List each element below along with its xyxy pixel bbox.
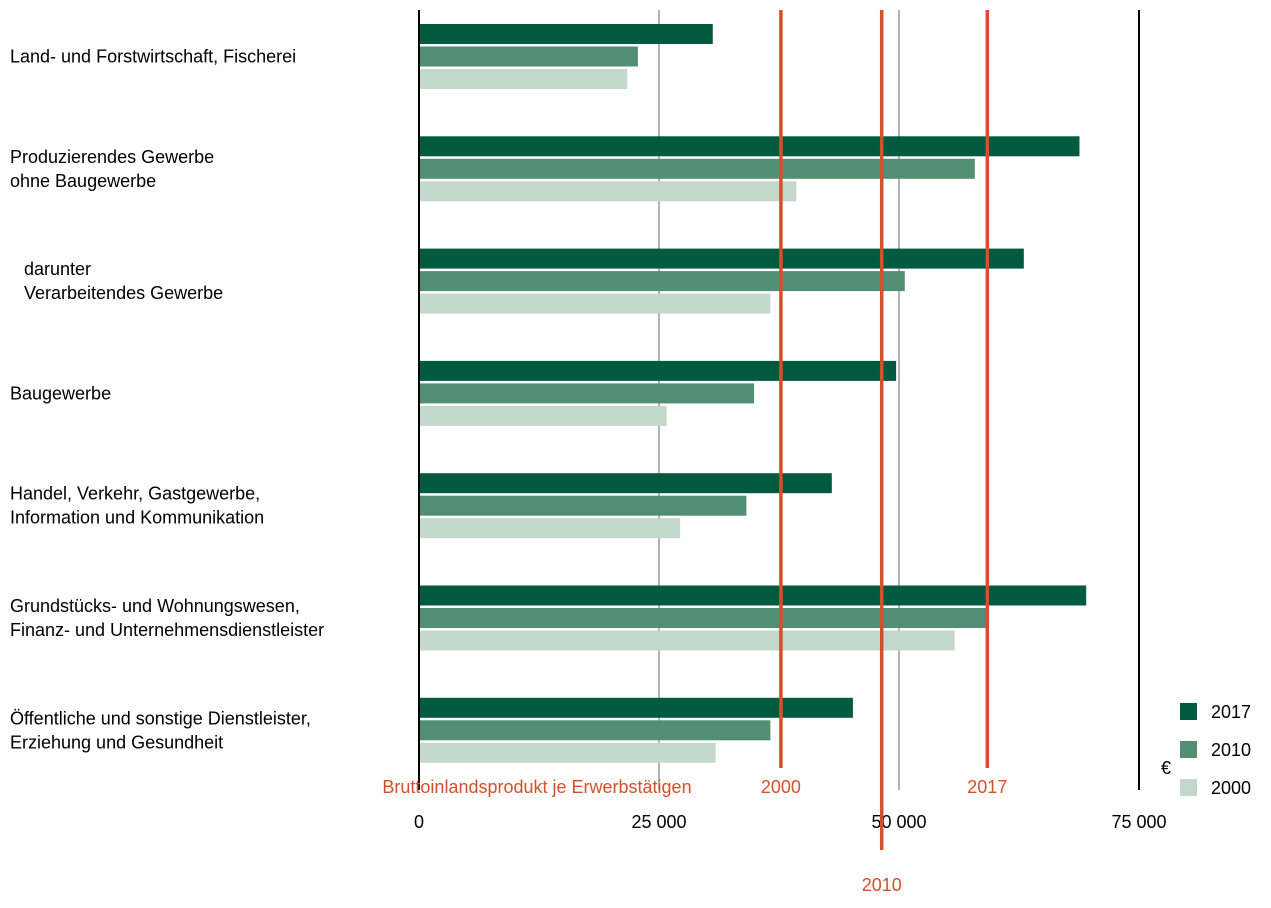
category-label: Handel, Verkehr, Gastgewerbe, (10, 484, 260, 504)
bar-2010 (419, 383, 755, 404)
bars (419, 24, 1087, 763)
bar-2000 (419, 181, 797, 202)
bar-2010 (419, 46, 638, 67)
legend-swatch (1180, 741, 1197, 758)
bar-2000 (419, 405, 667, 426)
x-tick-labels: 0 25 000 50 000 75 000 (414, 812, 1167, 832)
category-labels: Land- und Forstwirtschaft, Fischerei Prod… (10, 47, 324, 753)
bar-2017 (419, 585, 1087, 606)
axes (418, 10, 1140, 790)
category-label: Erziehung und Gesundheit (10, 732, 223, 752)
category-label: Finanz- und Unternehmensdienstleister (10, 620, 324, 640)
bar-2017 (419, 360, 897, 381)
bar-2017 (419, 24, 713, 44)
reference-line-label: 2017 (967, 777, 1007, 797)
category-label: Grundstücks- und Wohnungswesen, (10, 596, 300, 616)
bar-2017 (419, 248, 1024, 269)
legend-swatch (1180, 703, 1197, 720)
bar-2010 (419, 495, 747, 516)
bar-2017 (419, 136, 1080, 157)
reference-line-label: 2010 (862, 875, 902, 895)
category-label: Information und Kommunikation (10, 508, 264, 528)
bar-2010 (419, 720, 771, 741)
x-tick-label: 25 000 (631, 812, 686, 832)
x-tick-label: 75 000 (1111, 812, 1166, 832)
legend-label: 2017 (1211, 702, 1251, 722)
legend-swatch (1180, 779, 1197, 796)
bar-2000 (419, 69, 628, 89)
category-label: Verarbeitendes Gewerbe (24, 283, 223, 303)
category-label: ohne Baugewerbe (10, 171, 156, 191)
legend: 2017 2010 2000 (1180, 702, 1251, 798)
category-label: darunter (24, 259, 91, 279)
legend-label: 2000 (1211, 778, 1251, 798)
x-tick-label: 0 (414, 812, 424, 832)
category-label: Produzierendes Gewerbe (10, 147, 214, 167)
category-label: Öffentliche und sonstige Dienstleister, (10, 708, 311, 728)
reference-caption: Bruttoinlandsprodukt je Erwerbstätigen (382, 777, 691, 797)
bar-2000 (419, 742, 716, 763)
category-label: Baugewerbe (10, 383, 111, 403)
legend-label: 2010 (1211, 740, 1251, 760)
reference-line-label: 2000 (761, 777, 801, 797)
bar-2010 (419, 158, 975, 179)
reference-lines: 2000 2010 2017 (761, 10, 1007, 895)
bar-2000 (419, 293, 771, 314)
bar-2010 (419, 271, 905, 292)
bar-2017 (419, 473, 832, 494)
x-tick-label: 50 000 (871, 812, 926, 832)
bar-2017 (419, 697, 853, 718)
category-label: Land- und Forstwirtschaft, Fischerei (10, 47, 296, 67)
bar-2010 (419, 608, 987, 628)
x-unit-label: € (1161, 758, 1171, 778)
bar-2000 (419, 518, 681, 539)
bar-2000 (419, 630, 955, 651)
